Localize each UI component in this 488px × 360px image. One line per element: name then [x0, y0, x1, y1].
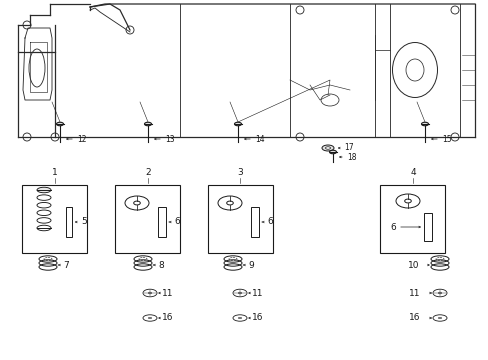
Bar: [66, 207, 72, 237]
Ellipse shape: [144, 122, 151, 126]
Text: 15: 15: [441, 135, 451, 144]
Text: 12: 12: [77, 135, 86, 144]
Text: 6: 6: [389, 222, 395, 231]
Ellipse shape: [329, 150, 336, 154]
Text: 11: 11: [162, 288, 173, 297]
Ellipse shape: [321, 145, 333, 151]
Ellipse shape: [234, 122, 241, 126]
Text: 6: 6: [174, 217, 180, 226]
Ellipse shape: [37, 210, 51, 216]
Bar: [22, 185, 87, 253]
Text: 7: 7: [63, 261, 69, 270]
Text: 16: 16: [251, 314, 263, 323]
Text: 17: 17: [343, 144, 353, 153]
Text: 6: 6: [266, 217, 272, 226]
Ellipse shape: [325, 147, 330, 149]
Text: 1: 1: [52, 168, 58, 177]
Bar: [207, 185, 272, 253]
Text: 2: 2: [145, 168, 150, 177]
Ellipse shape: [37, 218, 51, 223]
Bar: [158, 207, 165, 237]
Bar: [379, 185, 444, 253]
Text: 4: 4: [409, 168, 415, 177]
Ellipse shape: [57, 122, 63, 126]
Ellipse shape: [37, 225, 51, 231]
Text: 9: 9: [247, 261, 253, 270]
Text: 18: 18: [346, 153, 356, 162]
Text: 13: 13: [164, 135, 174, 144]
Ellipse shape: [37, 195, 51, 201]
Ellipse shape: [421, 122, 427, 126]
Text: 3: 3: [237, 168, 243, 177]
Bar: [115, 185, 180, 253]
Text: 8: 8: [158, 261, 163, 270]
Text: 11: 11: [407, 288, 419, 297]
Ellipse shape: [37, 202, 51, 208]
Text: 16: 16: [407, 314, 419, 323]
Ellipse shape: [37, 187, 51, 193]
Text: 14: 14: [254, 135, 264, 144]
Bar: [250, 207, 259, 237]
Text: 10: 10: [407, 261, 419, 270]
Bar: [423, 213, 431, 241]
Text: 11: 11: [251, 288, 263, 297]
Text: 16: 16: [162, 314, 173, 323]
Text: 5: 5: [81, 217, 86, 226]
